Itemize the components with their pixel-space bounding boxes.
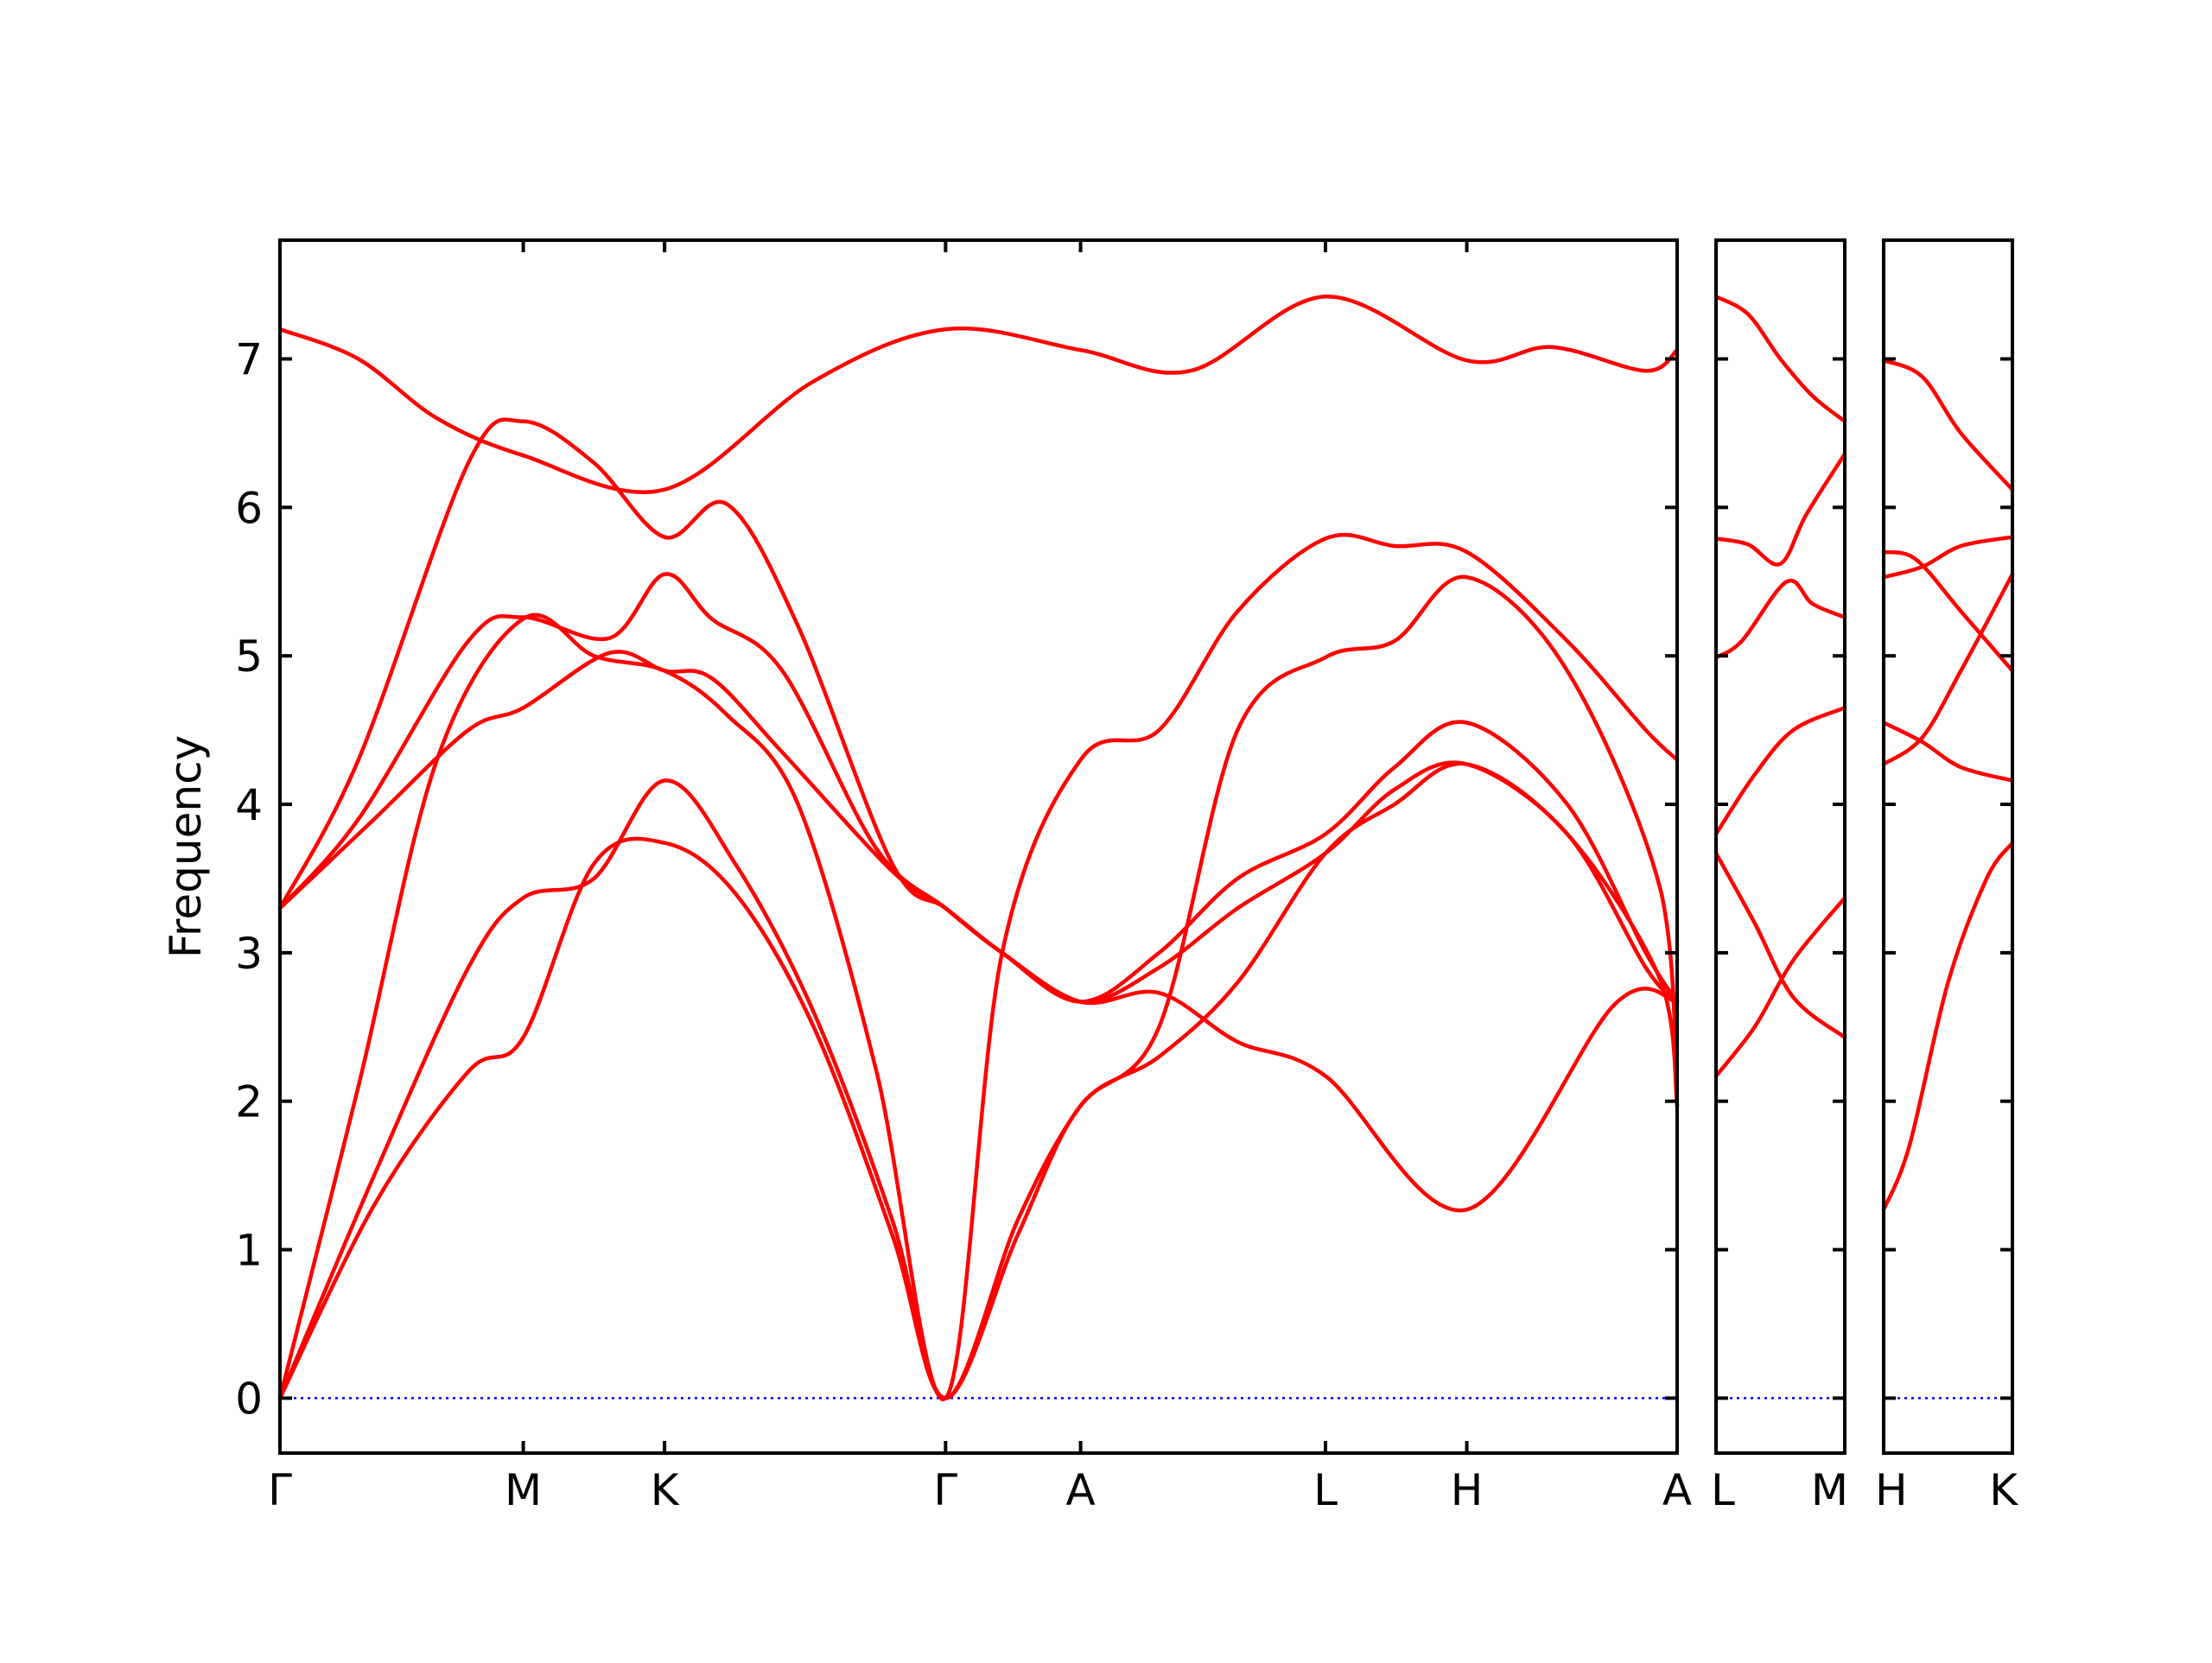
y-tick-label-4: 4	[235, 780, 263, 830]
band-line-panel-3-4	[1881, 720, 2015, 783]
band-line-panel-1-3	[277, 572, 1680, 1004]
y-tick-label-6: 6	[235, 483, 263, 533]
x-tick-label-A: A	[1662, 1465, 1692, 1515]
band-line-panel-2-3	[1713, 578, 1847, 660]
y-tick-label-3: 3	[235, 929, 263, 979]
band-line-panel-2-4	[1713, 706, 1847, 836]
panel-frame-3	[1882, 238, 2014, 1455]
band-line-panel-3-5	[1881, 572, 2015, 766]
band-line-panel-2-1	[1713, 295, 1847, 423]
y-tick-label-2: 2	[235, 1077, 263, 1127]
band-line-panel-2-2	[1713, 452, 1847, 567]
band-line-panel-2-6	[1713, 896, 1847, 1078]
band-lines	[277, 295, 2015, 1401]
band-line-panel-3-3	[1881, 549, 2015, 673]
x-tick-label-M: M	[505, 1465, 542, 1515]
y-tick-label-7: 7	[235, 334, 263, 384]
x-tick-label-A: A	[1065, 1465, 1095, 1515]
band-line-panel-1-1	[277, 295, 1680, 494]
band-line-panel-3-6	[1881, 841, 2015, 1212]
band-line-panel-1-5	[277, 532, 1680, 1401]
y-tick-label-5: 5	[235, 632, 263, 682]
panel-frame-2	[1714, 238, 1847, 1455]
x-tick-label-K: K	[1989, 1465, 2018, 1515]
band-line-panel-1-6	[277, 574, 1680, 1400]
x-tick-label-K: K	[651, 1465, 680, 1515]
x-tick-label-L: L	[1711, 1465, 1735, 1515]
band-line-panel-1-4	[277, 650, 1680, 1004]
y-axis-label: Frequency	[161, 735, 211, 958]
panel-frame-1	[278, 238, 1679, 1455]
band-line-panel-1-2	[277, 417, 1680, 1213]
band-line-panel-1-7	[277, 761, 1680, 1400]
x-tick-label-M: M	[1811, 1465, 1848, 1515]
band-line-panel-3-2	[1881, 535, 2015, 580]
x-tick-label-Γ: Γ	[268, 1465, 292, 1515]
y-tick-label-0: 0	[235, 1374, 263, 1424]
panel-frames	[278, 238, 2014, 1455]
x-tick-label-H: H	[1875, 1465, 1908, 1515]
x-tick-label-L: L	[1313, 1465, 1338, 1515]
band-line-panel-3-1	[1881, 358, 2015, 492]
x-tick-label-H: H	[1451, 1465, 1484, 1515]
y-tick-label-1: 1	[235, 1226, 263, 1276]
band-line-panel-2-5	[1713, 851, 1847, 1040]
x-tick-label-Γ: Γ	[933, 1465, 957, 1515]
